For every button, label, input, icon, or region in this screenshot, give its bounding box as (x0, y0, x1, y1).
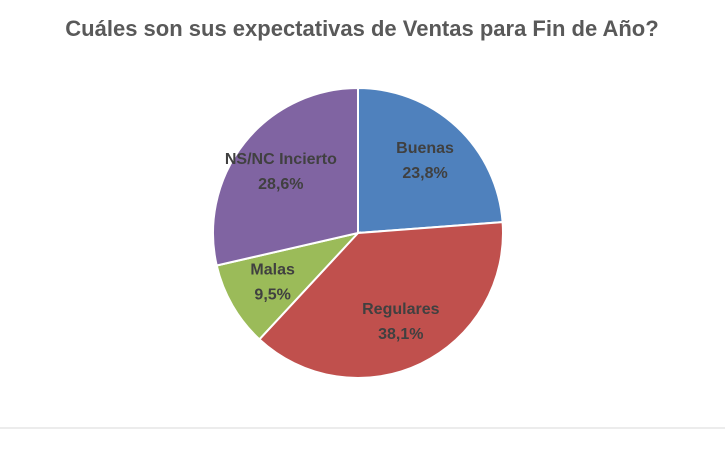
slice-value-label: 28,6% (258, 176, 303, 193)
slice-value-label: 38,1% (378, 326, 423, 343)
slice-label: Buenas (396, 140, 454, 157)
slice-label: NS/NC Incierto (225, 151, 337, 168)
slice-value-label: 23,8% (402, 165, 447, 182)
pie-slice (215, 231, 361, 341)
slice-label: Malas (250, 262, 295, 279)
chart-title: Cuáles son sus expectativas de Ventas pa… (65, 16, 658, 41)
slice-label: Regulares (362, 301, 439, 318)
pie-slice (257, 221, 504, 379)
slice-value-label: 9,5% (254, 287, 290, 304)
pie-slice (357, 86, 504, 235)
pie-slice (212, 86, 359, 267)
